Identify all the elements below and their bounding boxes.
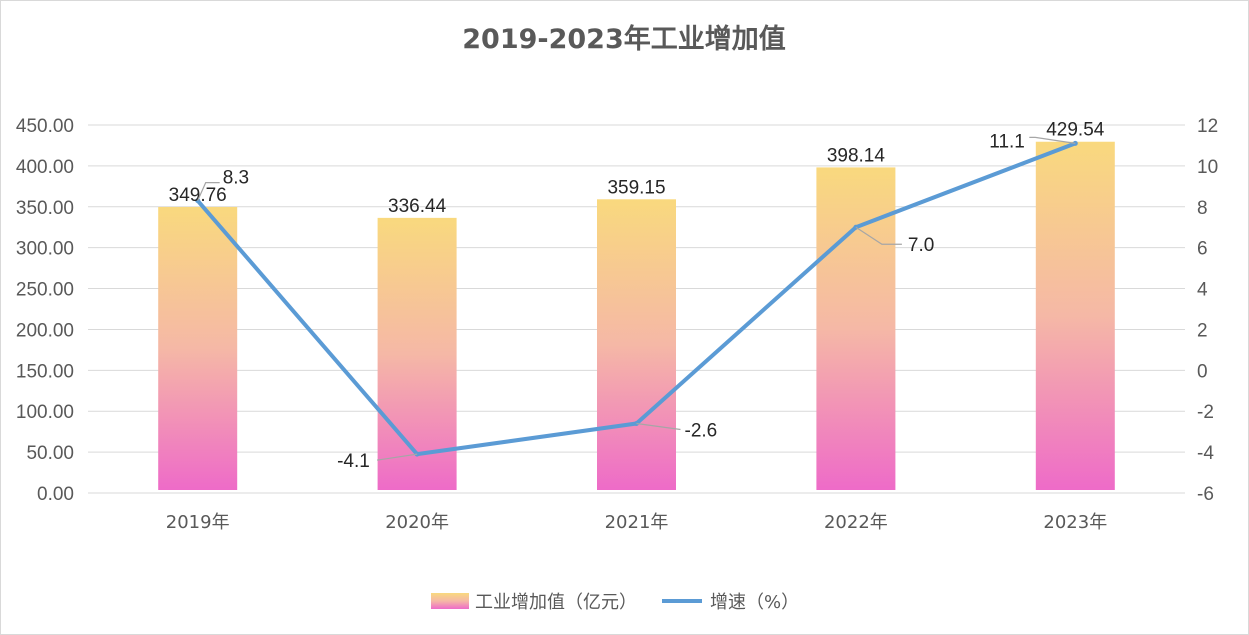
leader-line bbox=[377, 453, 418, 461]
left-axis-tick-label: 150.00 bbox=[16, 361, 74, 382]
left-axis-tick-label: 50.00 bbox=[26, 443, 74, 464]
leader-line bbox=[636, 422, 681, 431]
legend-bar-label: 工业增加值（亿元） bbox=[475, 592, 637, 613]
bar bbox=[816, 167, 896, 490]
gridlines bbox=[88, 124, 1185, 494]
growth-value-label: -4.1 bbox=[337, 451, 370, 472]
right-axis-ticks: -6 -4 -2 0 2 4 6 8 10 12 bbox=[1197, 116, 1218, 505]
bars bbox=[158, 141, 1115, 490]
category-label: 2019年 bbox=[166, 512, 230, 533]
line-data-labels: 8.3 -4.1 -2.6 7.0 11.1 bbox=[197, 131, 1076, 472]
chart-title: 2019-2023年工业增加值 bbox=[462, 23, 786, 55]
right-axis-tick-label: 0 bbox=[1197, 361, 1208, 382]
right-axis-tick-label: 4 bbox=[1197, 280, 1208, 301]
left-axis-tick-label: 400.00 bbox=[16, 157, 74, 178]
right-axis-tick-label: -4 bbox=[1197, 443, 1214, 464]
left-axis-tick-label: 0.00 bbox=[37, 484, 74, 505]
category-labels: 2019年 2020年 2021年 2022年 2023年 bbox=[166, 512, 1107, 533]
growth-value-label: 8.3 bbox=[223, 168, 249, 189]
bar bbox=[158, 206, 238, 490]
growth-value-label: 7.0 bbox=[908, 235, 934, 256]
right-axis-tick-label: 12 bbox=[1197, 116, 1218, 137]
category-label: 2022年 bbox=[824, 512, 888, 533]
right-axis-tick-label: -2 bbox=[1197, 402, 1214, 423]
bar-value-label: 398.14 bbox=[827, 145, 886, 166]
right-axis-tick-label: 8 bbox=[1197, 198, 1208, 219]
category-label: 2021年 bbox=[605, 512, 669, 533]
leader-line bbox=[197, 182, 220, 201]
growth-value-label: -2.6 bbox=[685, 420, 718, 441]
category-label: 2023年 bbox=[1043, 512, 1107, 533]
bar-value-label: 349.76 bbox=[169, 185, 227, 206]
leader-line bbox=[1029, 136, 1076, 144]
bar-data-labels: 349.76 336.44 359.15 398.14 429.54 bbox=[169, 120, 1105, 217]
right-axis-tick-label: 10 bbox=[1197, 157, 1218, 178]
bar bbox=[597, 199, 676, 490]
growth-value-label: 11.1 bbox=[989, 131, 1025, 152]
bar bbox=[1035, 141, 1115, 490]
bar bbox=[377, 217, 457, 490]
left-axis-tick-label: 250.00 bbox=[16, 280, 74, 301]
bar-value-label: 429.54 bbox=[1046, 120, 1105, 141]
left-axis-tick-label: 450.00 bbox=[16, 116, 74, 137]
bar-value-label: 359.15 bbox=[607, 177, 665, 198]
left-axis-tick-label: 300.00 bbox=[16, 239, 74, 260]
left-axis-tick-label: 350.00 bbox=[16, 198, 74, 219]
right-axis-tick-label: -6 bbox=[1197, 484, 1214, 505]
legend-line-label: 增速（%） bbox=[710, 592, 799, 613]
category-label: 2020年 bbox=[385, 512, 449, 533]
leader-line bbox=[855, 226, 902, 245]
right-axis-tick-label: 6 bbox=[1197, 239, 1208, 260]
left-axis-tick-label: 200.00 bbox=[16, 320, 74, 341]
left-axis-tick-label: 100.00 bbox=[16, 402, 74, 423]
right-axis-tick-label: 2 bbox=[1197, 320, 1208, 341]
legend-bar-swatch bbox=[431, 593, 469, 609]
legend: 工业增加值（亿元） 增速（%） bbox=[431, 592, 799, 613]
left-axis-ticks: 0.00 50.00 100.00 150.00 200.00 250.00 300.00 3… bbox=[16, 116, 74, 505]
bar-value-label: 336.44 bbox=[388, 196, 447, 217]
